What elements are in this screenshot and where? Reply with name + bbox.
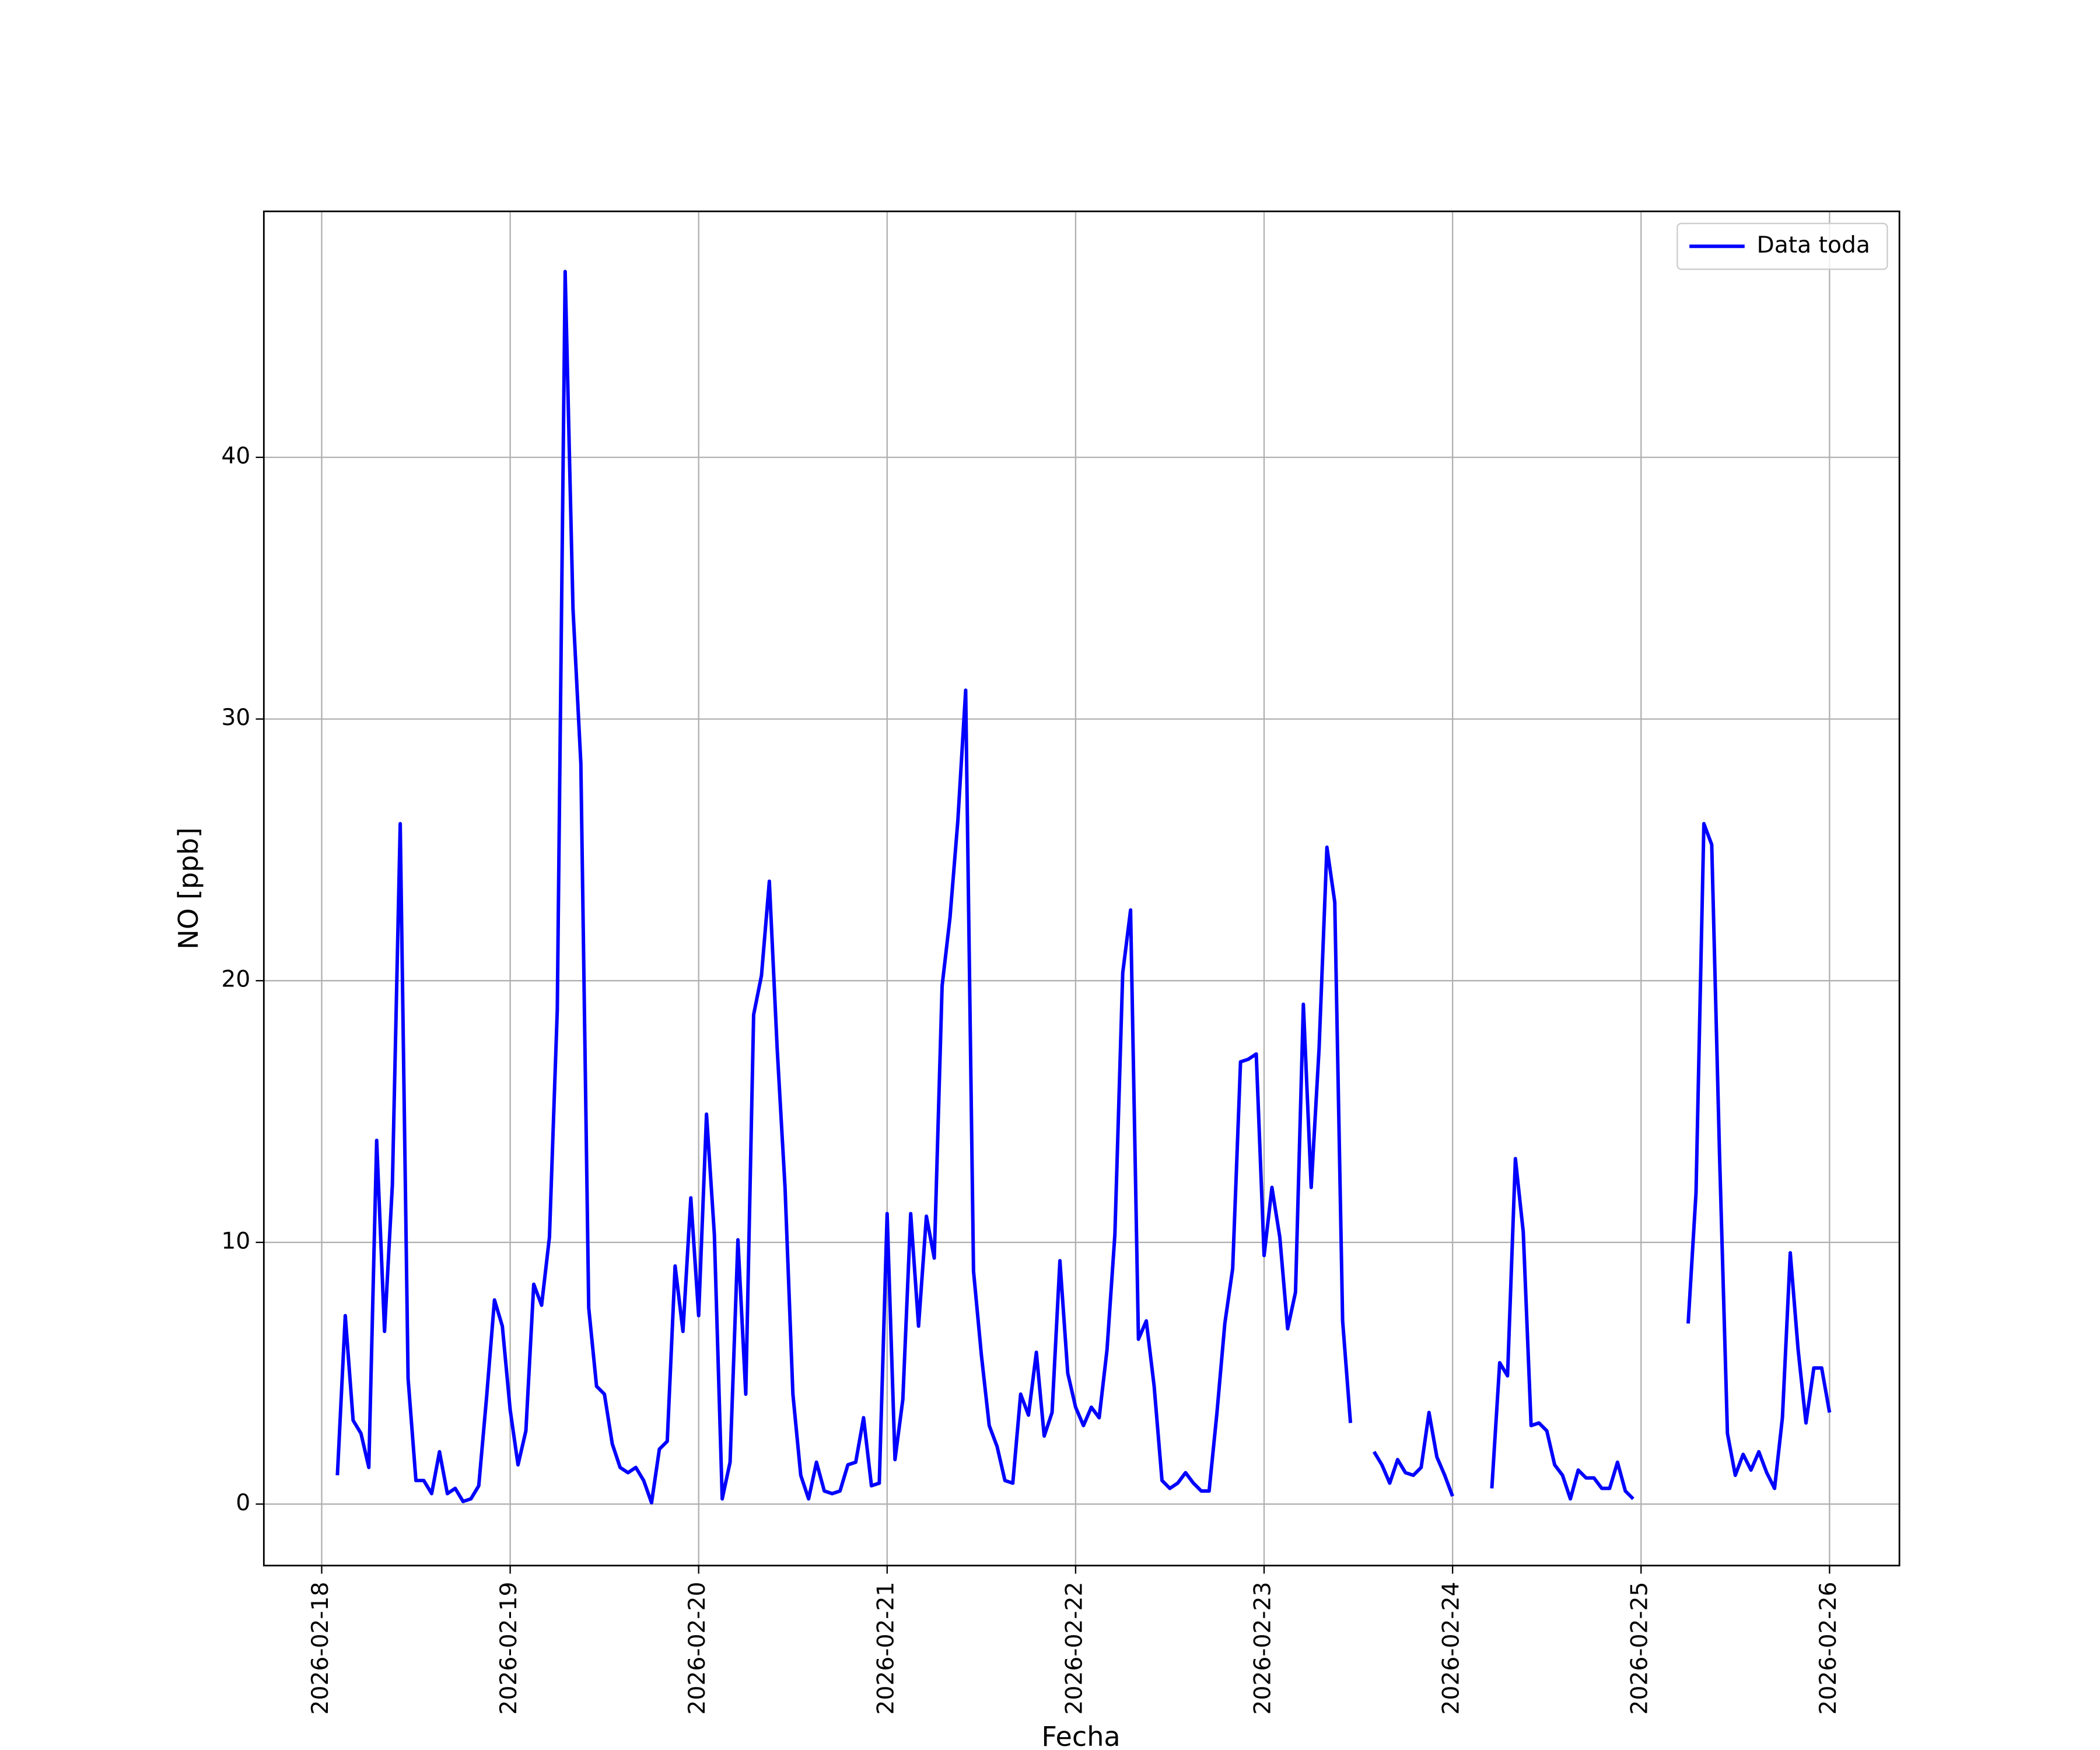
y-tick-label: 20: [221, 967, 250, 993]
x-tick-label: 2026-02-21: [873, 1582, 899, 1715]
x-tick-label: 2026-02-19: [496, 1582, 522, 1715]
legend-label: Data toda: [1757, 232, 1870, 258]
data-line: [335, 270, 1832, 1505]
x-tick-label: 2026-02-24: [1438, 1582, 1465, 1715]
legend-box: [1676, 222, 1888, 270]
y-tick-label: 40: [221, 443, 250, 469]
y-tick-label: 10: [221, 1228, 250, 1254]
x-tick-label: 2026-02-26: [1815, 1582, 1842, 1715]
plot-frame: [262, 210, 1901, 1567]
y-axis-label: NO [ppb]: [173, 827, 204, 949]
x-axis-label: Fecha: [1041, 1721, 1120, 1750]
x-tick-label: 2026-02-25: [1627, 1582, 1653, 1715]
x-tick-label: 2026-02-22: [1061, 1582, 1087, 1715]
y-tick-label: 0: [236, 1490, 250, 1516]
x-tick-label: 2026-02-18: [307, 1582, 334, 1715]
x-tick-label: 2026-02-23: [1250, 1582, 1276, 1715]
y-tick-label: 30: [221, 705, 250, 731]
x-tick-label: 2026-02-20: [684, 1582, 710, 1715]
